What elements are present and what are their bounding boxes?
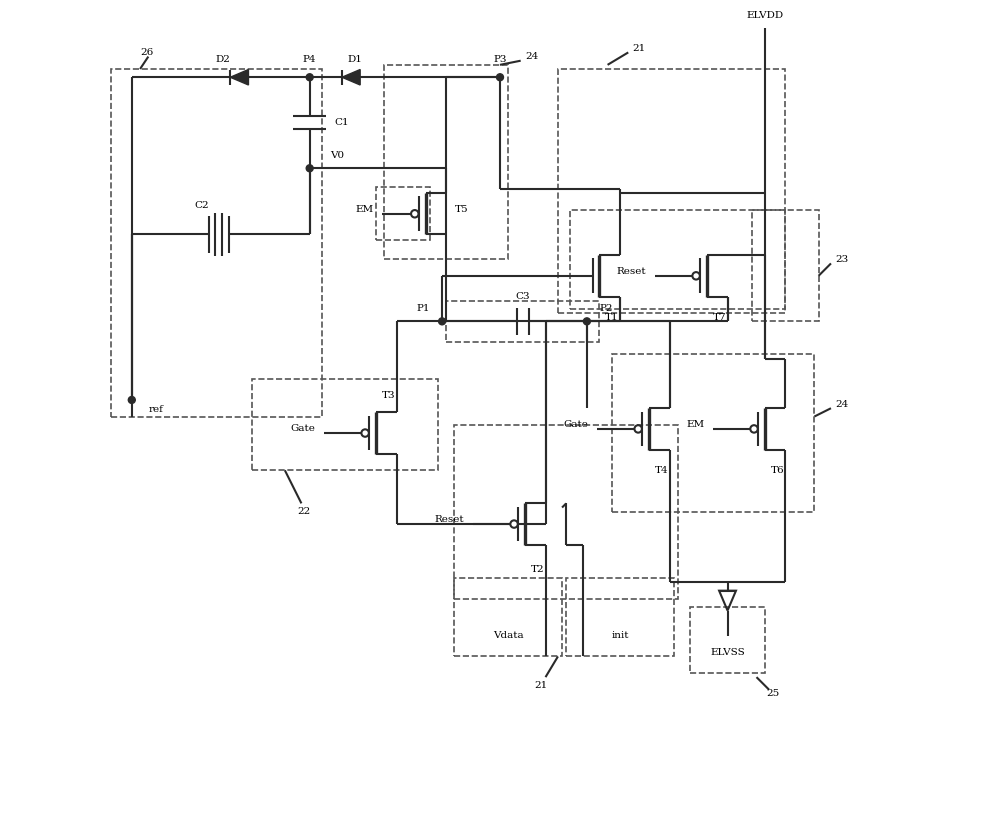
Text: ref: ref [148,406,163,414]
Bar [690,606,765,673]
Circle shape [692,272,700,280]
Text: D1: D1 [348,54,363,63]
Text: T6: T6 [770,466,784,475]
Text: P1: P1 [416,304,430,313]
Bar [446,301,599,342]
Circle shape [750,425,758,432]
Bar [454,578,562,656]
Circle shape [497,74,503,81]
Bar [384,65,508,259]
Circle shape [306,165,313,172]
Text: T3: T3 [381,392,395,401]
Text: T5: T5 [454,205,468,214]
Text: EM: EM [355,205,373,214]
Circle shape [439,318,446,325]
Circle shape [411,210,418,217]
Text: T4: T4 [655,466,668,475]
Circle shape [510,521,518,528]
Text: P4: P4 [303,54,316,63]
Text: init: init [611,631,629,641]
Text: 25: 25 [766,689,780,698]
Text: Gate: Gate [564,421,589,429]
Text: 21: 21 [535,681,548,690]
Text: T7: T7 [712,312,726,322]
Text: T2: T2 [530,565,544,574]
Circle shape [361,429,369,436]
Text: ELVDD: ELVDD [746,11,783,20]
Text: C3: C3 [515,292,530,301]
Text: C1: C1 [335,118,349,127]
Text: T1: T1 [605,312,619,322]
Polygon shape [342,69,360,85]
Bar [558,69,785,313]
Text: C2: C2 [195,201,209,210]
Polygon shape [230,69,248,85]
Bar [566,578,674,656]
Text: P2: P2 [599,304,613,313]
Circle shape [583,318,590,325]
Bar [612,355,814,511]
Text: P3: P3 [493,54,507,63]
Text: 24: 24 [835,400,848,409]
Text: 23: 23 [835,255,848,264]
Bar [454,425,678,599]
Text: Vdata: Vdata [493,631,524,641]
Text: ELVSS: ELVSS [710,648,745,657]
Text: V0: V0 [330,152,344,161]
Bar [752,210,819,322]
Text: Gate: Gate [291,424,315,433]
Circle shape [306,74,313,81]
Text: Reset: Reset [617,267,646,277]
Bar [252,379,438,471]
Circle shape [634,425,642,432]
Text: 21: 21 [632,44,646,52]
Text: D2: D2 [215,54,230,63]
Text: 22: 22 [297,507,311,516]
Bar [111,69,322,416]
Text: EM: EM [686,421,704,429]
Bar [570,210,785,309]
Text: 26: 26 [140,48,153,57]
Text: 24: 24 [525,52,538,61]
Circle shape [128,397,135,403]
Text: Reset: Reset [435,516,464,525]
Bar [376,187,430,240]
